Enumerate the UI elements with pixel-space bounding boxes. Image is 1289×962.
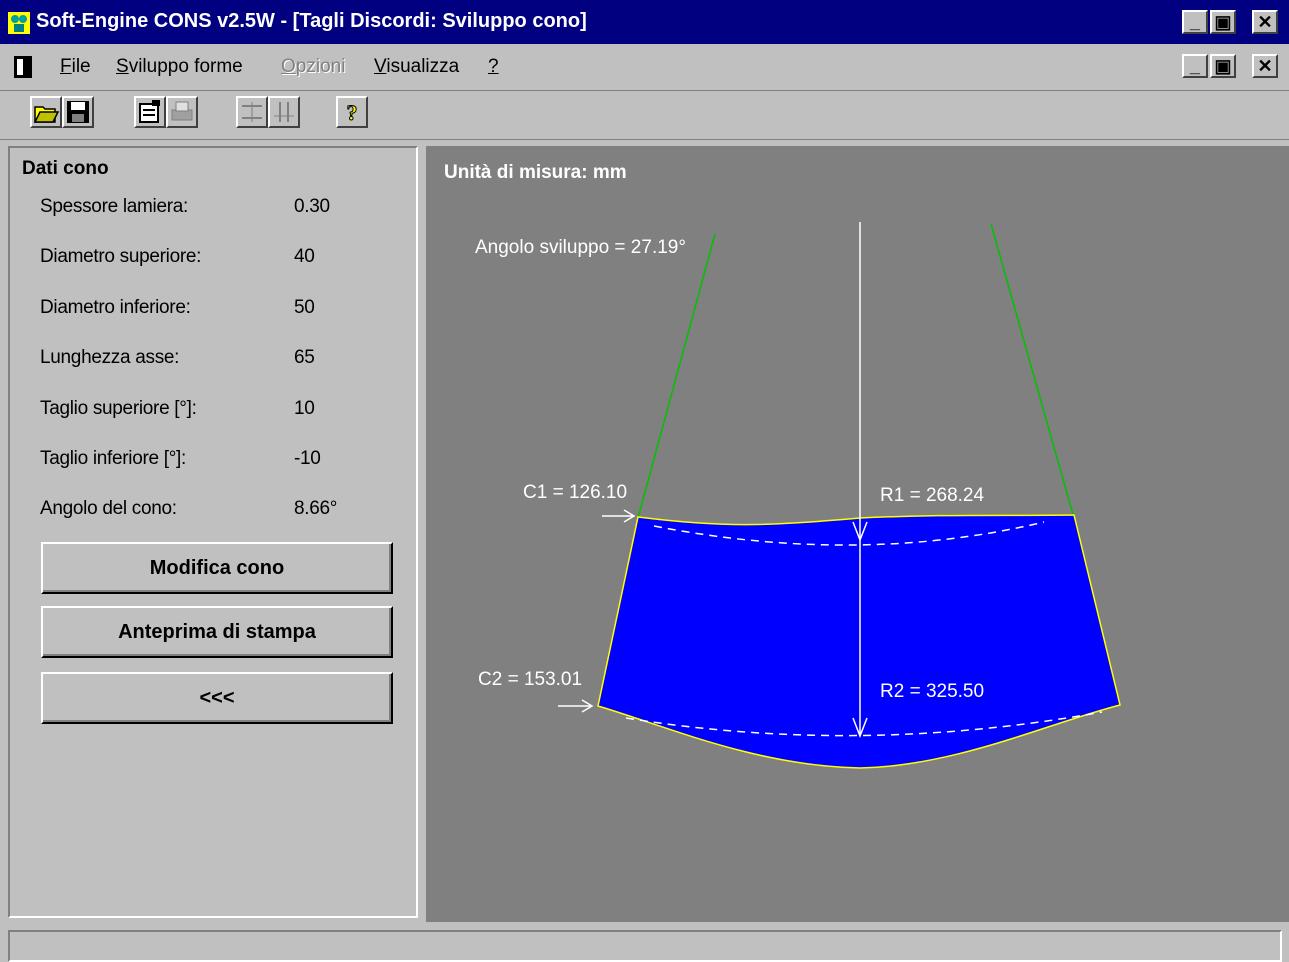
close-button[interactable]: ✕ [1252, 10, 1278, 34]
doc-close-button[interactable]: ✕ [1252, 54, 1278, 78]
r1-label: R1 = 268.24 [880, 485, 984, 506]
toolbar [0, 90, 1289, 140]
drawing-canvas: Unità di misura: mm Angolo sviluppo = 27… [426, 146, 1289, 922]
value-spessore-lamiera: 0.30 [294, 196, 330, 217]
c1-label: C1 = 126.10 [523, 482, 627, 503]
doc-minimize-button[interactable]: _ [1182, 54, 1208, 78]
label-lunghezza-asse: Lunghezza asse: [40, 347, 180, 368]
cone-data-panel: Dati cono Spessore lamiera: 0.30 Diametr… [8, 146, 418, 918]
c2-label: C2 = 153.01 [478, 669, 582, 690]
app-icon [8, 12, 30, 34]
dimension-vertical-icon [274, 102, 294, 122]
value-taglio-superiore: 10 [294, 398, 315, 419]
document-icon[interactable] [14, 56, 32, 78]
minimize-button[interactable]: _ [1182, 10, 1208, 34]
label-diametro-inferiore: Diametro inferiore: [40, 297, 191, 318]
r1-arrowhead [852, 521, 868, 543]
value-diametro-superiore: 40 [294, 246, 315, 267]
save-disk-icon [67, 101, 89, 123]
r2-label: R2 = 325.50 [880, 681, 984, 702]
properties-icon [139, 100, 160, 123]
label-spessore-lamiera: Spessore lamiera: [40, 196, 189, 217]
horizontal-dimension-button[interactable] [236, 96, 268, 128]
value-angolo-cono: 8.66° [294, 498, 338, 519]
open-folder-icon [33, 106, 60, 123]
title-bar: Soft-Engine CONS v2.5W - [Tagli Discordi… [0, 0, 1289, 44]
restore-button[interactable]: ▣ [1210, 10, 1236, 34]
developed-surface [597, 514, 1121, 769]
back-button[interactable]: <<< [41, 672, 393, 724]
r2-arrowhead [852, 717, 868, 739]
cone-development-drawing: Unità di misura: mm Angolo sviluppo = 27… [444, 162, 1121, 769]
properties-button[interactable] [134, 96, 166, 128]
value-diametro-inferiore: 50 [294, 297, 315, 318]
panel-title: Dati cono [22, 158, 109, 179]
vertical-dimension-button[interactable] [268, 96, 300, 128]
open-button[interactable] [30, 96, 62, 128]
c2-arrow [558, 699, 594, 713]
save-button[interactable] [62, 96, 94, 128]
doc-restore-button[interactable]: ▣ [1210, 54, 1236, 78]
menu-visualizza[interactable]: Visualizza [374, 56, 460, 77]
print-button[interactable] [166, 96, 198, 128]
print-icon [171, 101, 193, 121]
label-diametro-superiore: Diametro superiore: [40, 246, 202, 267]
help-icon: ? [346, 100, 358, 126]
menu-sviluppo-forme[interactable]: Sviluppo forme [116, 56, 243, 77]
value-lunghezza-asse: 65 [294, 347, 315, 368]
c1-arrow [602, 509, 636, 523]
lower-dashed-arc [625, 711, 1103, 737]
print-preview-button[interactable]: Anteprima di stampa [41, 606, 393, 658]
status-bar [8, 930, 1282, 962]
help-button[interactable]: ? [336, 96, 368, 128]
menu-opzioni[interactable]: Opzioni [281, 56, 346, 77]
dimension-horizontal-icon [242, 102, 262, 122]
svg-text:?: ? [347, 100, 358, 125]
upper-dashed-arc [653, 521, 1045, 546]
label-angolo-cono: Angolo del cono: [40, 498, 177, 519]
left-construction-line [637, 233, 716, 519]
window-title: Soft-Engine CONS v2.5W - [Tagli Discordi… [36, 10, 587, 32]
label-taglio-inferiore: Taglio inferiore [°]: [40, 448, 186, 469]
menu-help[interactable]: ? [488, 56, 499, 77]
modify-cone-button[interactable]: Modifica cono [41, 542, 393, 594]
angle-label: Angolo sviluppo = 27.19° [475, 237, 686, 258]
right-construction-line [990, 223, 1075, 519]
value-taglio-inferiore: -10 [294, 448, 321, 469]
label-taglio-superiore: Taglio superiore [°]: [40, 398, 197, 419]
menu-file[interactable]: File [60, 56, 91, 77]
units-label: Unità di misura: mm [444, 162, 627, 183]
